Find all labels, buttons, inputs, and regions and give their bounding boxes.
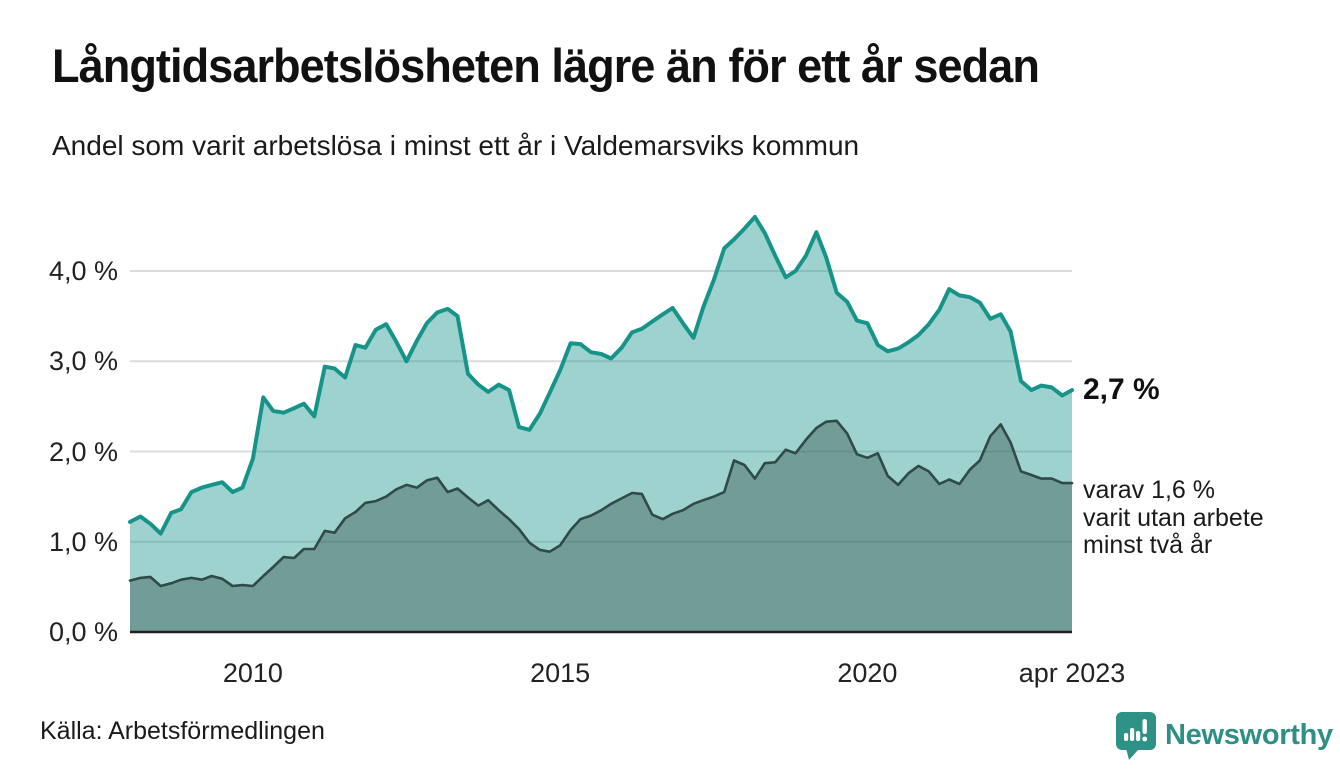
y-tick-label: 1,0 % — [48, 526, 118, 557]
y-tick-label: 4,0 % — [48, 256, 118, 286]
annotation-line: varav 1,6 % — [1083, 476, 1216, 504]
page-title: Långtidsarbetslösheten lägre än för ett … — [52, 39, 1040, 92]
y-tick-label: 2,0 % — [48, 436, 118, 467]
newsworthy-icon — [1116, 712, 1156, 760]
y-tick-label: 0,0 % — [48, 617, 118, 647]
series-two-year-line — [128, 419, 1074, 588]
annotation-latest-value: 2,7 % — [1083, 373, 1160, 406]
series-one-year-line — [128, 214, 1074, 536]
series-two-year-area — [130, 420, 1072, 632]
annotation-line: varit utan arbete — [1083, 503, 1264, 532]
series-one-year-area — [130, 216, 1072, 632]
x-tick-label: apr 2023 — [1018, 658, 1126, 688]
y-tick-label: 3,0 % — [48, 346, 118, 377]
x-tick-label: 2010 — [222, 658, 283, 688]
newsworthy-wordmark: Newsworthy — [1165, 718, 1333, 751]
x-tick-label: 2020 — [837, 658, 898, 688]
x-tick-label: 2015 — [530, 658, 591, 688]
source-note: Källa: Arbetsförmedlingen — [40, 717, 325, 745]
annotation-two-year-note: varav 1,6 % varit utan arbete minst två … — [1083, 476, 1264, 560]
newsworthy-logo: Newsworthy — [1115, 710, 1333, 760]
annotation-line: minst två år — [1083, 531, 1213, 559]
page-subtitle: Andel som varit arbetslösa i minst ett å… — [52, 130, 860, 161]
